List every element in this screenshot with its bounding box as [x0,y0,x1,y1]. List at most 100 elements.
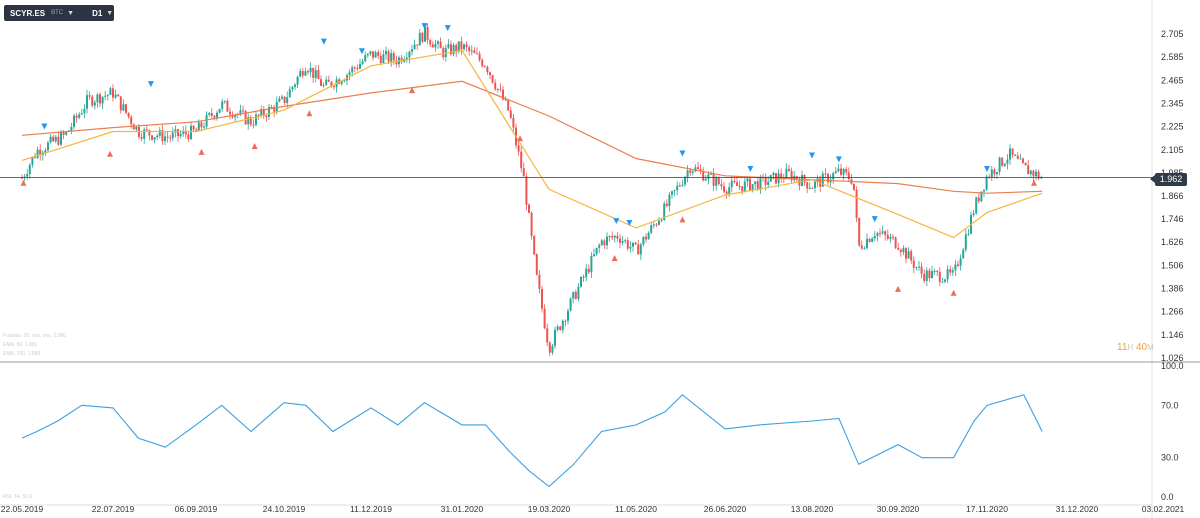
candle-body [455,45,458,52]
candle-body [837,168,840,172]
symbol-label[interactable]: SCYR.ES [10,8,46,18]
candle-body [595,247,598,255]
candle-body [785,168,788,179]
candle-body [543,308,546,329]
candle-body [119,96,122,111]
candle-body [626,240,629,249]
candle-body [239,110,242,115]
candle-body [840,168,842,175]
candle-body [278,98,281,102]
candle-body [356,68,359,70]
candle-body [707,174,710,179]
candle-body [541,288,543,309]
candle-body [174,129,177,133]
time-tick-label: 19.03.2020 [528,504,571,514]
candle-body [478,53,481,60]
price-tick-label: 2.465 [1161,75,1184,85]
candle-body [616,235,619,239]
candle-body [426,26,429,41]
timeframe-dropdown-icon[interactable]: ▼ [106,9,114,17]
candle-body [665,203,668,206]
candle-body [351,67,354,73]
candle-body [340,81,343,84]
candle-body [408,51,411,58]
candle-body [580,276,582,287]
candle-body [1022,158,1024,163]
fractal-up-marker [871,216,878,223]
candle-body [928,270,931,279]
candle-body [135,126,138,130]
candle-body [333,86,335,88]
candle-body [195,129,198,131]
candle-body [26,174,29,177]
candle-body [977,197,980,202]
candle-body [889,236,892,239]
candle-body [1027,165,1030,175]
candle-body [229,111,231,115]
candle-body [312,67,315,78]
candle-body [663,203,666,221]
candle-body [728,187,731,194]
candle-body [710,173,712,175]
timeframe-label[interactable]: D1 [92,8,103,18]
candle-body [296,76,299,85]
candle-body [803,175,806,183]
candle-body [1011,148,1014,155]
candle-body [169,137,172,139]
ema-slow-line [21,80,1043,194]
candle-body [364,55,367,62]
candle-body [247,117,250,125]
candle-body [525,176,528,205]
candle-body [348,72,351,75]
fractal-up-marker [809,152,815,159]
legend-fractals: Fractals, 20, ons, ons, 0.000 [3,333,67,339]
candle-body [743,181,746,192]
candle-body [83,108,86,114]
candle-body [374,52,377,58]
candle-body [886,234,889,239]
candle-body [491,75,494,83]
candle-body [317,70,320,80]
candle-body [964,234,967,250]
candle-body [47,142,49,151]
candle-body [585,268,588,278]
candle-body [372,51,374,58]
candle-body [288,89,291,98]
candle-body [200,122,203,128]
candle-body [621,240,624,243]
candle-body [1037,171,1040,179]
candle-body [574,291,577,299]
candle-body [1009,148,1011,160]
candle-body [606,236,608,246]
candle-body [522,168,525,177]
candle-body [416,44,419,46]
legend-rsi: RSI, 14, 50.0 [3,494,33,500]
candle-body [967,233,970,235]
candle-body [450,44,452,55]
candle-body [902,248,905,253]
candle-body [171,132,174,139]
candle-body [546,328,549,343]
candle-body [21,177,23,179]
price-tick-label: 2.345 [1161,98,1184,108]
candle-body [749,178,751,191]
candle-body [125,104,127,113]
candle-body [858,217,861,246]
symbol-toolbar[interactable]: SCYR.ES BTC ▼ D1 ▼ [4,5,114,21]
candle-body [915,267,918,269]
candle-body [99,94,101,104]
candle-body [538,274,541,289]
candle-body [600,240,603,246]
candle-body [151,135,153,140]
candle-body [187,134,190,140]
candle-body [221,101,224,109]
candle-body [78,114,81,118]
candle-body [411,49,413,52]
candle-body [754,181,757,185]
candle-body [361,61,364,64]
candle-body [788,168,790,171]
fractal-up-marker [679,150,686,157]
candle-body [218,108,221,113]
symbol-dropdown-icon[interactable]: ▼ [67,9,75,17]
